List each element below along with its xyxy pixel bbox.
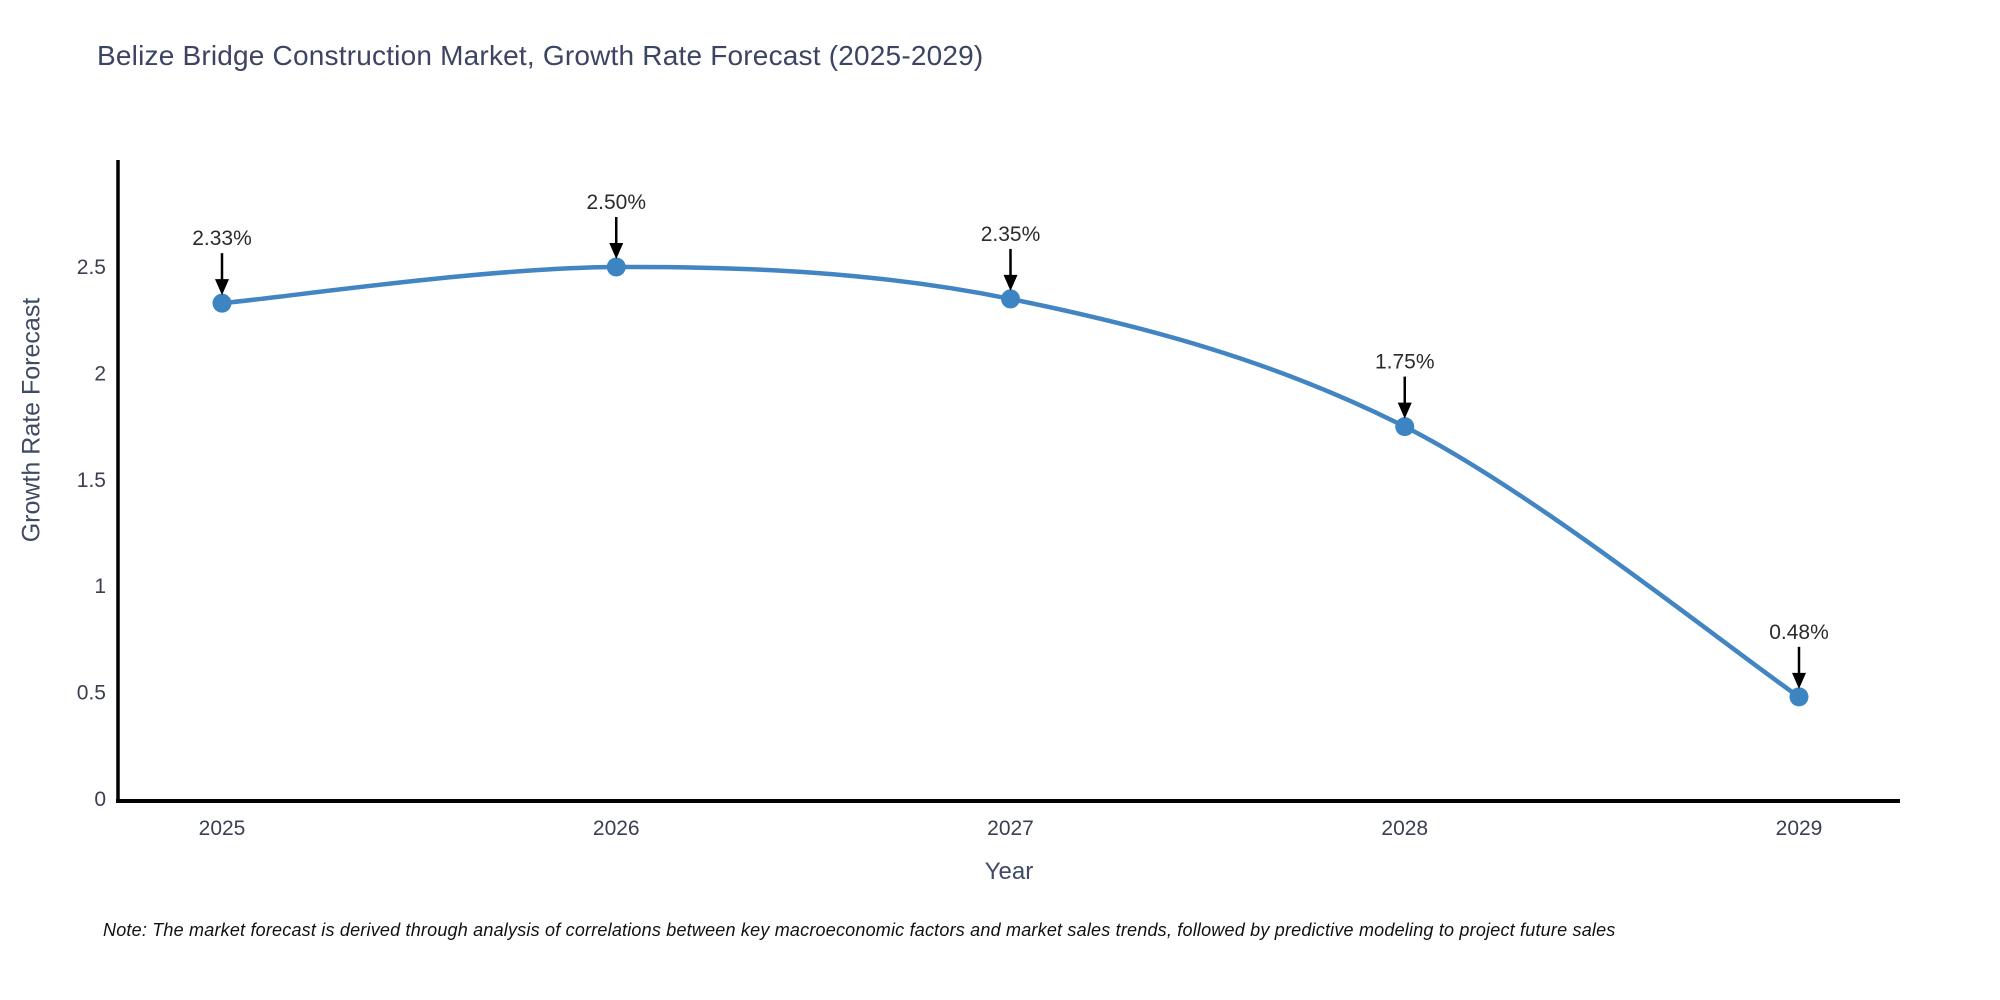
- y-tick-label: 0: [94, 788, 106, 811]
- point-annotation-label: 2.50%: [586, 191, 646, 214]
- x-tick-label: 2029: [1776, 817, 1823, 840]
- data-point-marker: [1789, 687, 1809, 707]
- y-tick-label: 0.5: [77, 682, 106, 705]
- annotation-arrowhead: [1397, 402, 1412, 419]
- point-annotation-label: 0.48%: [1769, 621, 1829, 644]
- y-tick-label: 1.5: [77, 469, 106, 492]
- y-tick-label: 2: [94, 362, 106, 385]
- data-point-marker: [1001, 289, 1020, 309]
- footnote: Note: The market forecast is derived thr…: [103, 920, 1616, 940]
- data-point-marker: [212, 293, 232, 313]
- x-tick-label: 2026: [593, 817, 640, 840]
- y-axis-label: Growth Rate Forecast: [17, 297, 46, 543]
- annotation-arrowhead: [609, 243, 624, 259]
- annotation-arrowhead: [215, 279, 229, 296]
- x-axis-label: Year: [984, 858, 1034, 885]
- y-tick-label: 1: [94, 575, 106, 598]
- chart-title: Belize Bridge Construction Market, Growt…: [97, 40, 984, 71]
- point-annotation-label: 2.35%: [981, 223, 1041, 246]
- series-line: [219, 264, 1802, 700]
- point-annotation-label: 1.75%: [1375, 351, 1435, 374]
- y-tick-label: 2.5: [77, 256, 106, 279]
- x-tick-label: 2025: [199, 817, 246, 840]
- annotation-arrowhead: [1003, 274, 1018, 291]
- x-tick-label: 2027: [987, 817, 1034, 840]
- data-point-marker: [606, 257, 626, 277]
- annotation-arrowhead: [1792, 672, 1806, 689]
- x-tick-label: 2028: [1381, 817, 1428, 840]
- data-point-marker: [1395, 417, 1415, 437]
- point-annotation-label: 2.33%: [192, 227, 252, 250]
